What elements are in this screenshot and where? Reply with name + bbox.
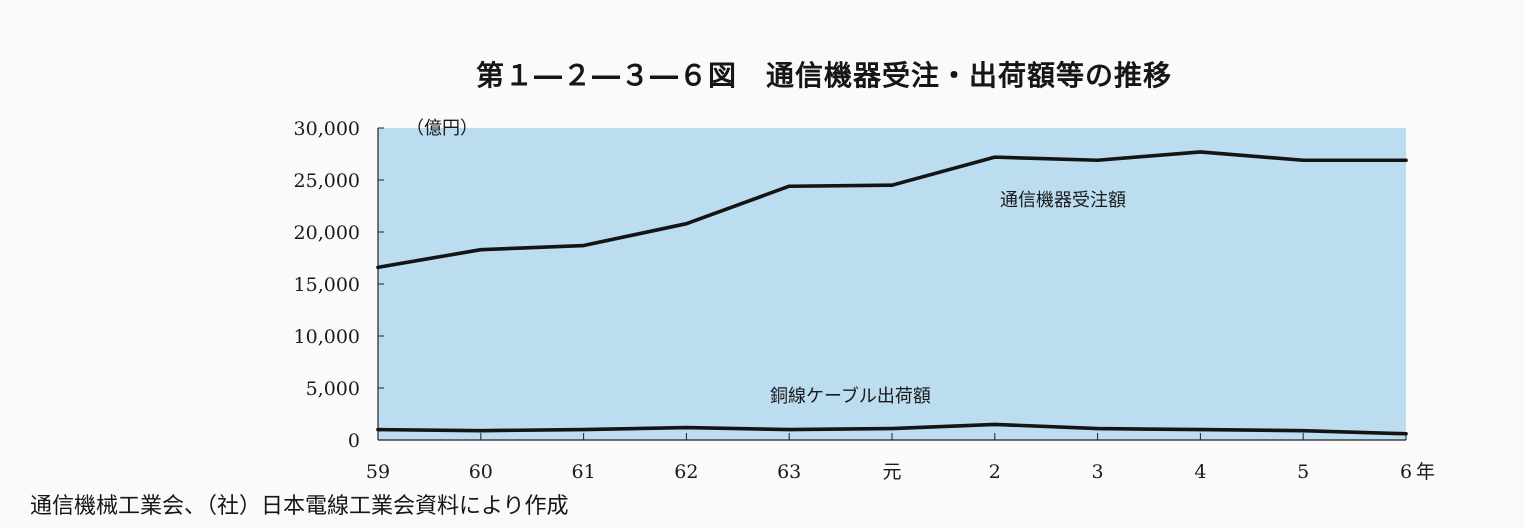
data-point	[1198, 150, 1202, 154]
series-lines	[376, 150, 1408, 436]
series-label-orders: 通信機器受注額	[1000, 190, 1126, 211]
y-axis-unit: （億円）	[406, 118, 478, 139]
y-tick-label: 25,000	[294, 170, 360, 192]
data-point	[1404, 432, 1408, 436]
x-tick-label: 62	[674, 461, 698, 483]
y-axis: 30,000 25,000 20,000 15,000 10,000 5,000 0 （億円）	[294, 118, 478, 452]
data-point	[993, 155, 997, 159]
y-tick-label: 10,000	[294, 326, 360, 348]
x-tick-label: 59	[366, 461, 390, 483]
data-point	[376, 265, 380, 269]
data-point	[582, 243, 586, 248]
data-point	[787, 428, 791, 432]
x-tick-label: 61	[572, 461, 596, 483]
x-tick-label: 6	[1400, 461, 1412, 483]
series-label-copper-cable: 銅線ケーブル出荷額	[770, 385, 931, 407]
x-axis-unit-suffix: 年	[1416, 461, 1435, 483]
data-point	[890, 183, 894, 187]
data-point	[479, 248, 483, 252]
chart-title: 第１―２―３―６図 通信機器受注・出荷額等の推移	[476, 59, 1173, 92]
x-axis: 59 60 61 62 63 元 2 3 4 5 6 年	[366, 433, 1435, 483]
data-point	[993, 422, 997, 426]
data-point	[1404, 158, 1408, 162]
data-point	[1301, 429, 1305, 433]
y-tick-label: 30,000	[294, 118, 360, 140]
data-point	[582, 428, 586, 432]
y-tick-label: 15,000	[294, 274, 360, 296]
data-point	[890, 426, 894, 431]
data-point	[376, 428, 380, 432]
data-point	[684, 222, 689, 226]
x-tick-label: 5	[1297, 461, 1309, 483]
plot-area	[378, 128, 1406, 440]
x-tick-label: 60	[469, 461, 493, 483]
data-point	[1301, 158, 1305, 162]
x-tick-label: 2	[989, 461, 1001, 483]
data-point	[1096, 426, 1100, 431]
source-note: 通信機械工業会、（社）日本電線工業会資料により作成	[30, 494, 569, 519]
y-tick-label: 5,000	[306, 378, 360, 400]
x-tick-label: 元	[882, 461, 901, 483]
data-point	[1096, 158, 1100, 162]
x-tick-label: 4	[1194, 461, 1206, 483]
x-tick-label: 3	[1092, 461, 1104, 483]
data-point	[684, 425, 689, 430]
data-point	[787, 184, 791, 188]
data-point	[1198, 428, 1202, 432]
y-tick-label: 20,000	[294, 222, 360, 244]
y-tick-label: 0	[348, 430, 360, 452]
x-tick-label: 63	[777, 461, 801, 483]
data-point	[479, 429, 483, 433]
